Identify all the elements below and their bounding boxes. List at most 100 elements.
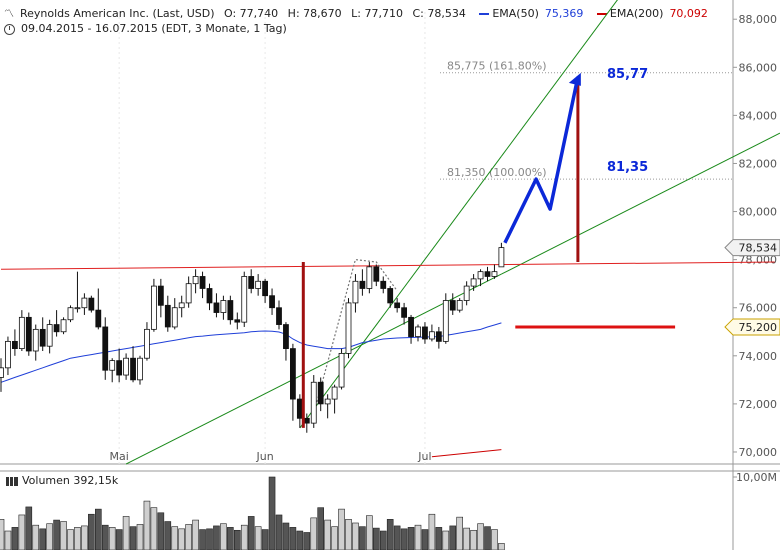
volume-bar <box>247 516 255 550</box>
clock-icon <box>4 23 15 35</box>
candle-body <box>255 280 262 289</box>
candle-body <box>60 319 67 333</box>
candle-body <box>25 316 32 352</box>
volume-bar <box>414 524 422 550</box>
volume-bar <box>317 507 325 550</box>
volume-bar <box>456 516 464 550</box>
volume-bar <box>67 529 74 550</box>
y-tick-label: 76,000 <box>739 302 778 315</box>
candle-body <box>498 247 505 268</box>
volume-bar <box>39 528 47 550</box>
volume-bar <box>386 519 394 550</box>
candle-body <box>67 307 74 321</box>
target-arrowhead <box>568 72 581 86</box>
trendline-upper-extension <box>500 0 618 157</box>
volume-bar <box>4 530 12 550</box>
volume-bar <box>484 526 491 550</box>
candle-body <box>116 360 123 376</box>
volume-bar <box>143 500 151 550</box>
header-line-1: 〽 Reynolds American Inc. (Last, USD) O: 7… <box>4 5 714 20</box>
volume-bar <box>407 527 415 550</box>
candle-body <box>366 266 373 289</box>
volume-bar <box>303 532 311 550</box>
y-tick-label: 82,000 <box>739 157 778 170</box>
instrument-name: Reynolds American Inc. (Last, USD) <box>20 7 215 20</box>
candle-body <box>206 288 213 304</box>
candle-body <box>422 326 428 340</box>
ema200-swatch-icon <box>596 13 607 15</box>
volume-bar <box>46 523 53 550</box>
candle-body <box>88 297 95 311</box>
volume-bar <box>289 527 297 550</box>
candle-body <box>289 348 296 400</box>
volume-bar <box>81 525 88 550</box>
resistance-line <box>0 261 775 270</box>
high-value: H: 78,670 <box>287 7 342 20</box>
last-price-box <box>724 239 780 257</box>
fib-level-label: 81,350 (100.00%) <box>447 166 547 179</box>
volume-bar <box>379 530 387 550</box>
candle-body <box>345 302 352 354</box>
candle-body <box>53 324 60 333</box>
y-tick-label: 72,000 <box>739 398 778 411</box>
volume-tick-label: 10,00M <box>736 471 777 484</box>
target-label-upper: 85,77 <box>607 67 648 82</box>
volume-bar <box>449 525 457 550</box>
candle-body <box>185 283 192 304</box>
volume-bar <box>108 527 116 550</box>
candle-body <box>415 326 421 337</box>
candle-body <box>262 280 269 297</box>
volume-bar <box>310 517 318 550</box>
volume-bar <box>220 523 227 550</box>
candle-body <box>81 297 88 309</box>
volume-bar <box>470 529 477 550</box>
volume-label: Volumen 392,15k <box>6 474 118 487</box>
trendline-lower <box>125 273 502 465</box>
volume-bar <box>393 525 401 550</box>
candle-body <box>408 316 414 337</box>
chart-logo-icon: 〽 <box>4 9 14 20</box>
candle-body <box>331 386 338 400</box>
candle-body <box>11 340 18 349</box>
y-tick-label: 80,000 <box>739 206 778 219</box>
volume-bar <box>352 522 359 550</box>
y-tick-label: 70,000 <box>739 446 778 459</box>
volume-bar <box>115 529 123 550</box>
volume-bar <box>25 506 33 550</box>
candle-body <box>130 357 136 381</box>
candle-body <box>394 302 401 309</box>
volume-bar <box>164 521 172 550</box>
x-tick-label: Jun <box>256 450 274 463</box>
candle-body <box>435 331 442 342</box>
candle-body <box>380 280 387 289</box>
volume-bar <box>477 523 484 550</box>
candle-body <box>449 300 456 311</box>
volume-bar <box>421 529 429 550</box>
volume-bar <box>372 527 380 550</box>
candle-body <box>199 276 206 289</box>
volume-bar <box>296 530 304 550</box>
candle-body <box>317 381 324 405</box>
close-value: C: 78,534 <box>412 7 466 20</box>
volume-bar <box>101 524 109 550</box>
candle-body <box>296 398 303 419</box>
candle-body <box>227 300 234 321</box>
fib-level-label: 85,775 (161.80%) <box>447 60 547 73</box>
volume-bar <box>129 526 137 550</box>
candle-body <box>324 398 331 405</box>
candle-body <box>303 417 310 424</box>
candle-body <box>310 381 317 424</box>
low-value: L: 77,710 <box>351 7 403 20</box>
volume-bar <box>0 519 5 550</box>
candle-body <box>477 271 484 280</box>
volume-bar <box>178 528 185 550</box>
x-tick-label: Jul <box>417 450 431 463</box>
candle-body <box>102 326 109 371</box>
volume-bar <box>261 529 269 550</box>
candle-body <box>144 328 150 359</box>
candle-body <box>137 357 143 381</box>
candle-body <box>213 302 220 313</box>
candle-body <box>338 353 345 388</box>
volume-bar <box>88 513 95 550</box>
